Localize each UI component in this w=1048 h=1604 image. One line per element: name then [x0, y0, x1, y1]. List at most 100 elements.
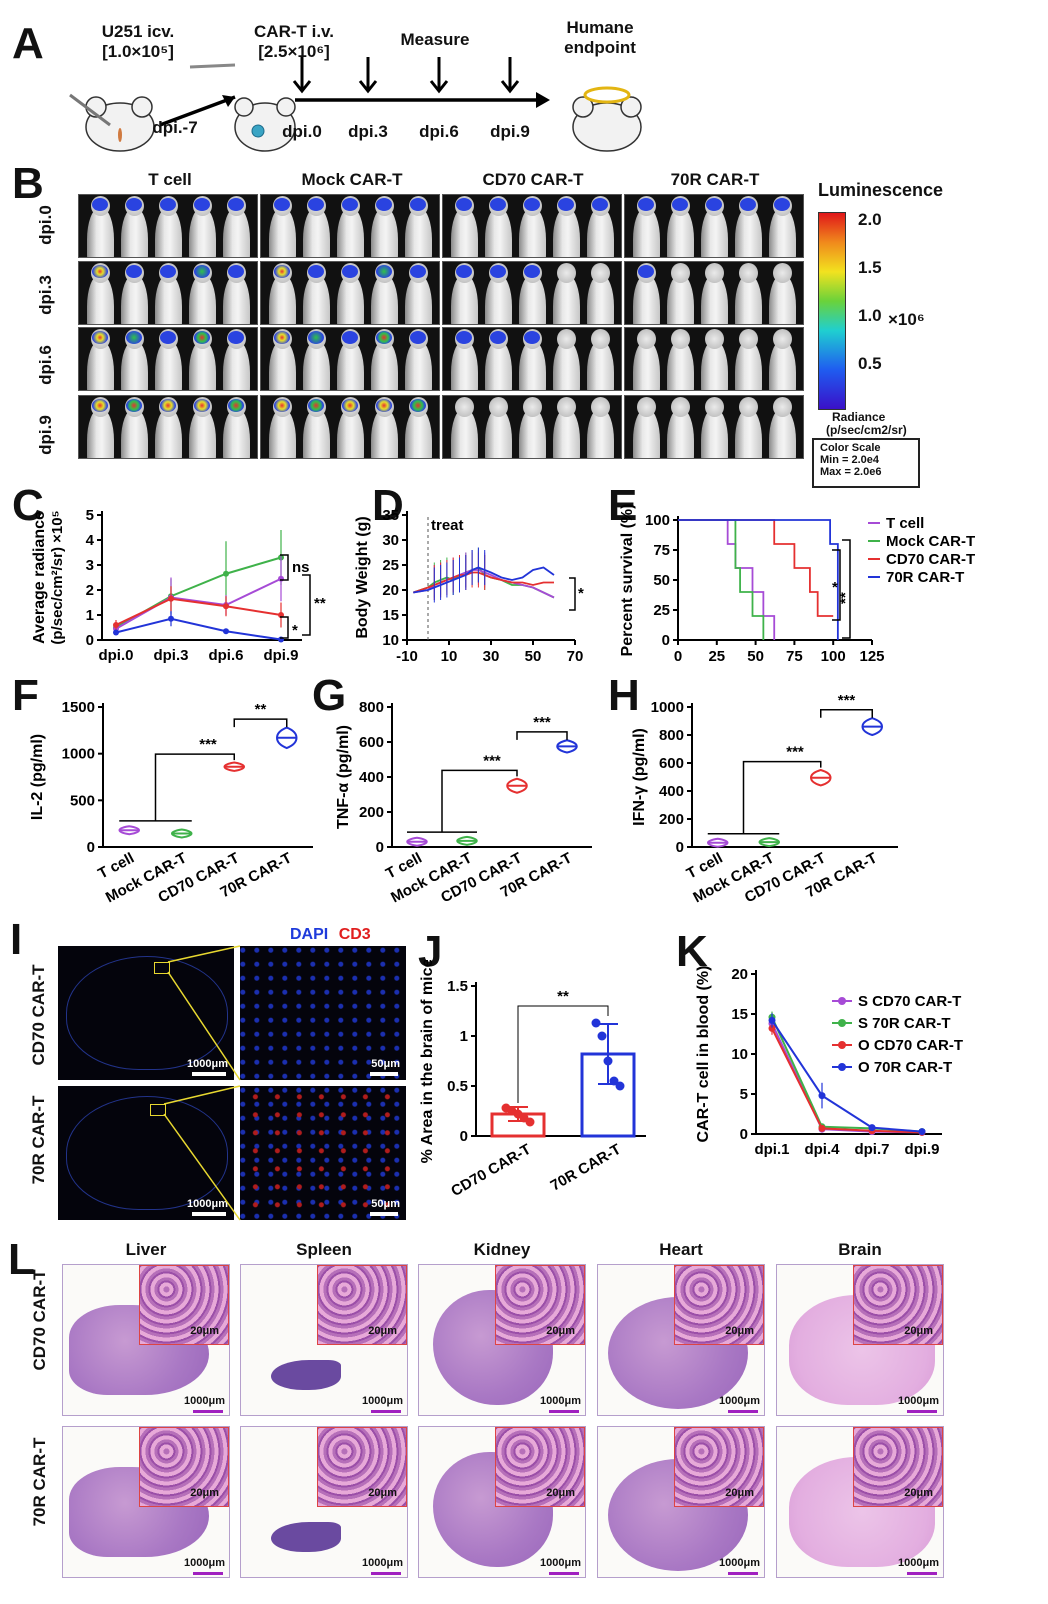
- colorbar-tick-2: 2.0: [858, 210, 882, 229]
- y-tick-label: 35: [382, 507, 399, 524]
- cart-line2: [2.5×10⁶]: [258, 42, 330, 61]
- legend-dapi: DAPI: [290, 926, 329, 943]
- y-tick-label: 5: [740, 1086, 748, 1103]
- mouse-head: [705, 329, 724, 349]
- luminescence-spot: [490, 265, 506, 278]
- sig-bracket: [280, 554, 289, 581]
- magnified-inset: [495, 1427, 585, 1507]
- mouse-image: [303, 196, 330, 257]
- y-tick-label: 1.5: [447, 978, 468, 995]
- y-tick-label: 600: [659, 755, 684, 772]
- violin-shape: [707, 837, 729, 848]
- violin-shape: [506, 777, 528, 794]
- legend-marker: [838, 1063, 846, 1071]
- radiance-line2: (p/sec/cm2/sr): [826, 423, 907, 437]
- mouse-image: [337, 329, 364, 390]
- mouse-image: [371, 196, 398, 257]
- scale-bar: [192, 1212, 226, 1216]
- mouse-head: [773, 329, 792, 349]
- data-point: [525, 1117, 535, 1127]
- y-tick-label: 400: [659, 783, 684, 800]
- y-tick-label: 75: [653, 542, 670, 559]
- legend-label: 70R CAR-T: [886, 569, 964, 586]
- mouse-image: [269, 196, 296, 257]
- arrowhead-1: [222, 95, 235, 107]
- panel-label-h: H: [608, 671, 640, 720]
- mouse-head: [739, 329, 758, 349]
- luminescence-spot: [194, 331, 210, 344]
- scale-bar: [192, 1072, 226, 1076]
- mouse-image: [587, 263, 614, 324]
- scale-bar: [371, 1572, 401, 1575]
- mouse-head: [671, 397, 690, 417]
- luminescence-spot: [92, 198, 108, 211]
- sig-label: **: [837, 592, 854, 604]
- inset-scale-label: 20μm: [368, 1487, 397, 1499]
- mouse-icon-2: [189, 63, 296, 152]
- survival-curve: [678, 519, 776, 640]
- luminescence-spot: [228, 198, 244, 211]
- survival-curve: [678, 519, 839, 640]
- violin-shape: [406, 836, 428, 847]
- legend-label: O CD70 CAR-T: [858, 1037, 963, 1054]
- color-scale-max: Max = 2.0e6: [820, 466, 882, 478]
- sig-label: ***: [483, 752, 501, 769]
- sig-bracket: [842, 539, 851, 639]
- mouse-head: [591, 329, 610, 349]
- mouse-image: [701, 263, 728, 324]
- color-scale-box: Color Scale Min = 2.0e4 Max = 2.0e6: [812, 438, 920, 488]
- y-tick-label: 1: [86, 607, 94, 624]
- luminescence-spot: [92, 331, 108, 344]
- scale-bar: [728, 1572, 758, 1575]
- y-tick-label: 25: [382, 557, 399, 574]
- ivis-image: [624, 395, 804, 459]
- inset-scale-label: 20μm: [546, 1487, 575, 1499]
- series-line: [115, 597, 282, 626]
- mouse-image: [735, 397, 762, 458]
- survival-curve: [678, 519, 765, 640]
- mouse-image: [485, 329, 512, 390]
- histology-image: 20μm 1000μm: [597, 1264, 765, 1416]
- sig-label: ns: [292, 559, 310, 576]
- y-tick-label: 800: [359, 699, 384, 716]
- series-line: [771, 1019, 923, 1133]
- x-tick-label: 25: [708, 648, 725, 665]
- y-tick-label: 400: [359, 769, 384, 786]
- luminescence-spot: [456, 331, 472, 344]
- scale-label: 50μm: [371, 1198, 400, 1210]
- panel-label-f: F: [12, 671, 39, 720]
- mouse-image: [633, 397, 660, 458]
- data-point: [818, 1092, 826, 1100]
- mouse-image: [769, 263, 796, 324]
- luminescence-spot: [92, 399, 108, 412]
- organ-label: Liver: [125, 1240, 167, 1259]
- scale-bar: [549, 1410, 579, 1413]
- data-point: [223, 570, 229, 577]
- scale-bar: [193, 1572, 223, 1575]
- x-tick-label: 100: [821, 648, 846, 665]
- mouse-image: [735, 196, 762, 257]
- scale-bar: [193, 1410, 223, 1413]
- y-tick-label: 0: [676, 839, 684, 856]
- x-tick-label: 75: [786, 648, 803, 665]
- mouse-image: [371, 329, 398, 390]
- chart-k-blood: 0 5 10 15 20 CAR-T cell in blood (%) dpi.1 dpi.…: [695, 966, 963, 1158]
- mouse-image: [405, 329, 432, 390]
- y-tick-label: 1: [460, 1028, 468, 1045]
- panel-label-g: G: [312, 671, 347, 720]
- mouse-image: [155, 196, 182, 257]
- mouse-image: [451, 329, 478, 390]
- y-tick-label: 25: [653, 602, 670, 619]
- luminescence-spot: [638, 198, 654, 211]
- sig-label: ***: [838, 692, 856, 709]
- magnified-inset: [674, 1427, 764, 1507]
- sig-label: ***: [786, 744, 804, 761]
- luminescence-spot: [490, 331, 506, 344]
- sig-bracket: [154, 753, 235, 821]
- fluor-70r-overview: 1000μm: [58, 1086, 234, 1220]
- series-line: [413, 571, 554, 594]
- legend-label: S 70R CAR-T: [858, 1015, 951, 1032]
- inset-scale-label: 20μm: [546, 1325, 575, 1337]
- panel-label-a: A: [12, 19, 44, 68]
- mouse-image: [189, 196, 216, 257]
